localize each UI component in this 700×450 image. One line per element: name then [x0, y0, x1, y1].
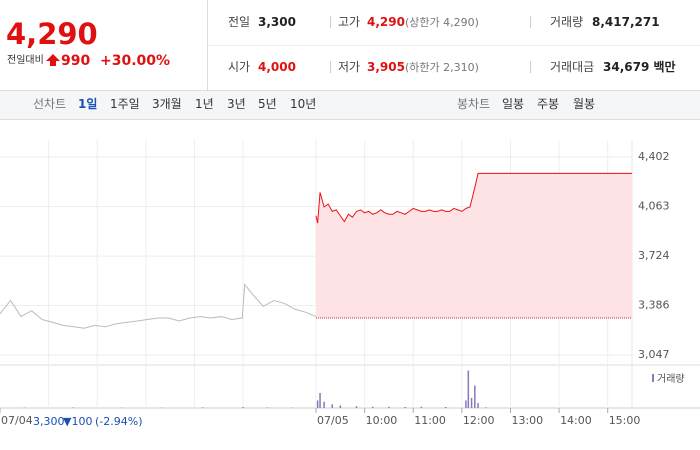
stat-label: 저가 [338, 60, 361, 74]
volume-bar [420, 406, 423, 408]
tab-bar [0, 90, 700, 120]
volume-bar [339, 405, 342, 408]
volume-bar [465, 400, 467, 408]
stat-value: 3,905 [367, 60, 405, 74]
y-tick-label: 3,047 [638, 348, 670, 361]
tab-group-label: 선차트 [33, 97, 67, 111]
volume-bar [388, 406, 390, 408]
x-tick-label: 12:00 [463, 414, 495, 427]
volume-bar [266, 407, 269, 408]
stat-label: 거래대금 [550, 60, 595, 74]
volume-bar [323, 401, 325, 408]
volume-bar [404, 407, 406, 408]
tab[interactable]: 주봉 [537, 97, 560, 111]
x-tick-label: 15:00 [609, 414, 641, 427]
stat-value: 34,679 백만 [603, 60, 676, 74]
tab[interactable]: 1일 [78, 97, 98, 111]
volume-bar [331, 404, 333, 408]
change-rate: +30.00% [100, 53, 171, 69]
volume-bar [485, 407, 487, 408]
stat-label: 거래량 [550, 15, 584, 29]
tab[interactable]: 1년 [195, 97, 214, 111]
prev-close: 3,300 [33, 415, 65, 428]
x-tick-label: 10:00 [366, 414, 398, 427]
line [315, 172, 632, 224]
tab[interactable]: 일봉 [502, 97, 525, 111]
price-box [0, 0, 208, 90]
volume-bar [201, 407, 204, 408]
volume-bar [474, 385, 476, 408]
x-tick-label: 13:00 [511, 414, 543, 427]
x-tick-label: 14:00 [560, 414, 592, 427]
tab[interactable]: 3개월 [152, 97, 182, 111]
volume-bar [467, 370, 470, 408]
stat-value: 4,000 [258, 60, 296, 74]
up-icon [46, 54, 60, 66]
volume-bar [319, 393, 321, 408]
volume-bar [444, 407, 447, 408]
x-tick-label: 07/05 [317, 414, 349, 427]
tab[interactable]: 10년 [290, 97, 317, 111]
volume-bar [355, 406, 358, 408]
change: 990 [61, 53, 91, 69]
volume-bar [470, 398, 473, 408]
x-tick-label: 11:00 [414, 414, 446, 427]
tab[interactable]: 5년 [258, 97, 277, 111]
tab[interactable]: 월봉 [573, 97, 596, 111]
legend-swatch [652, 374, 654, 382]
stat-value: 4,290 [367, 15, 405, 29]
stat-value: 3,300 [258, 15, 296, 29]
tab[interactable]: 1주일 [110, 97, 140, 111]
line [0, 283, 317, 329]
prev-rate: (-2.94%) [95, 415, 143, 428]
stat-label: 고가 [338, 15, 361, 29]
change-label: 전일대비 [7, 55, 44, 66]
volume-bar [316, 400, 319, 408]
x-tick-label: 07/04 [1, 414, 33, 427]
y-tick-label: 3,386 [638, 298, 670, 311]
stat-label: 시가 [228, 60, 251, 74]
price: 4,290 [6, 17, 98, 51]
stat-note: (상한가 4,290) [405, 16, 479, 29]
area [316, 173, 632, 319]
prev-change: ▼100 [63, 415, 93, 428]
volume-bar [371, 406, 374, 408]
y-tick-label: 3,724 [638, 249, 670, 262]
stat-note: (하한가 2,310) [405, 61, 479, 74]
stat-value: 8,417,271 [592, 15, 660, 29]
volume-bar [72, 407, 74, 408]
volume-bar [242, 407, 244, 408]
volume-bar [477, 403, 479, 408]
tab[interactable]: 3년 [227, 97, 246, 111]
stat-label: 전일 [228, 15, 251, 29]
divider [208, 45, 700, 46]
tab-group-label: 봉차트 [457, 97, 491, 111]
y-tick-label: 4,402 [638, 150, 670, 163]
legend-label: 거래량 [657, 373, 685, 385]
y-tick-label: 4,063 [638, 200, 670, 213]
